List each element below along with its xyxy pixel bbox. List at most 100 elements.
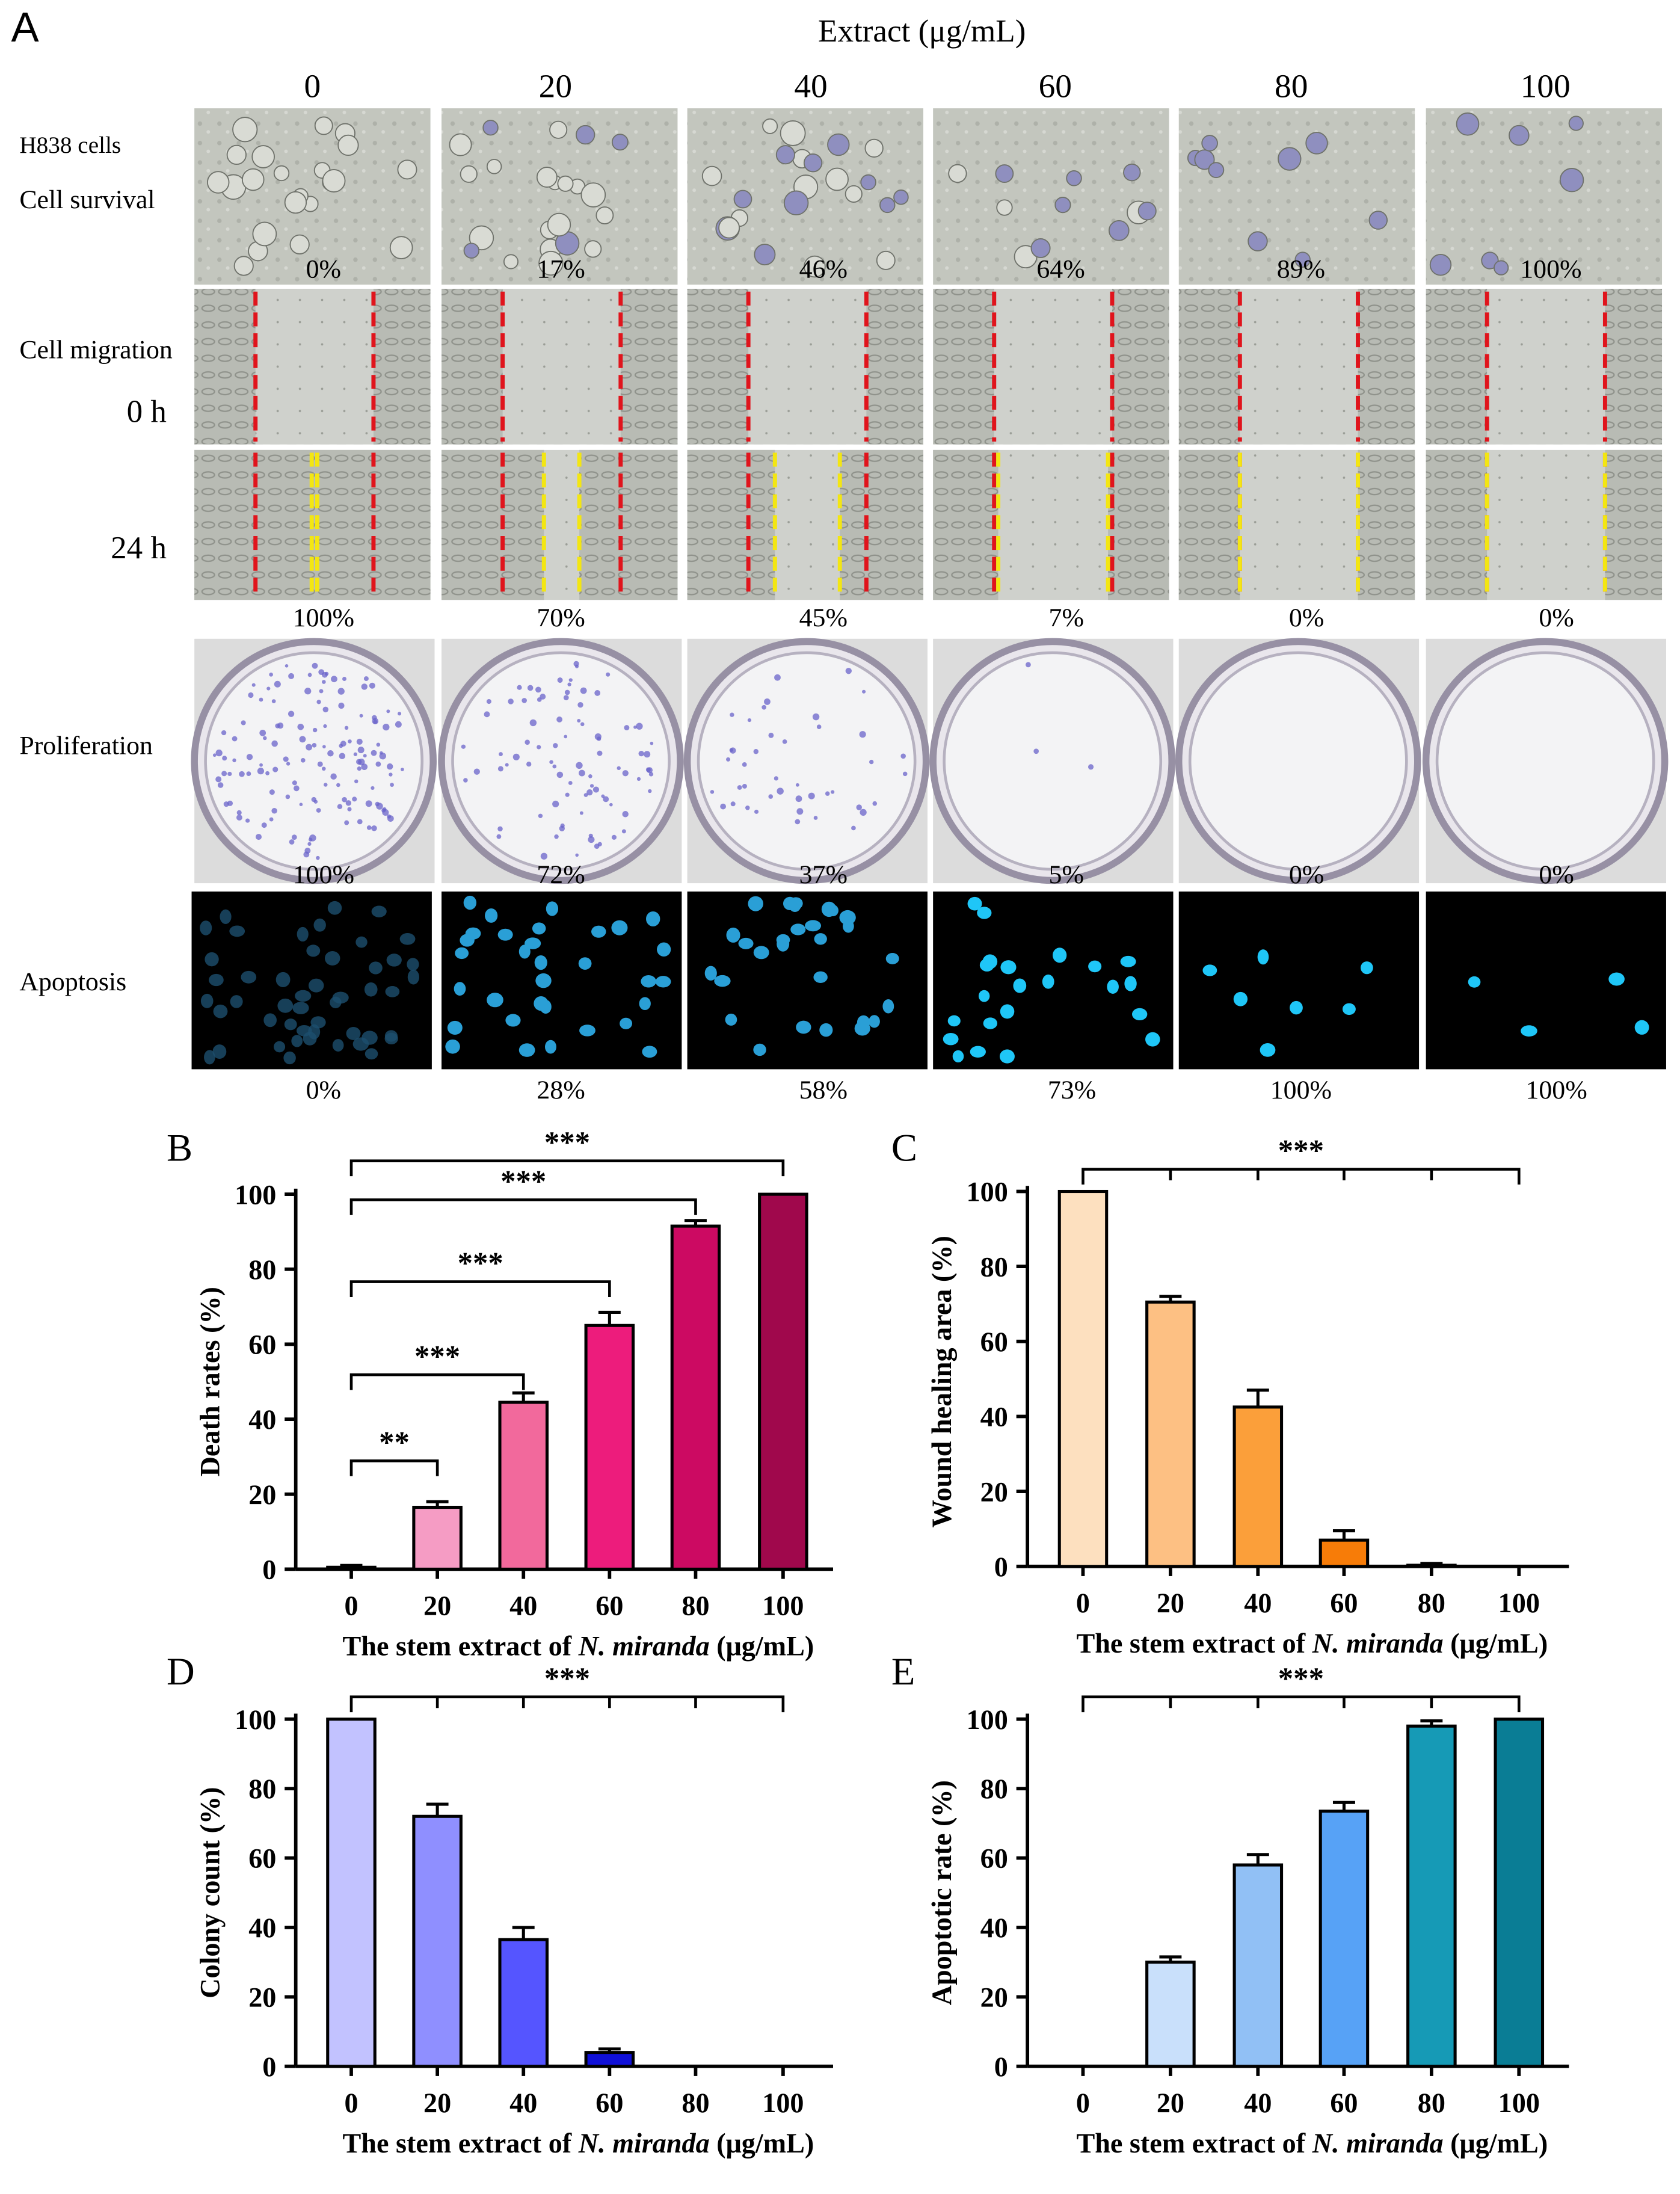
apoptosis-micrograph (933, 891, 1174, 1070)
colony-dot (568, 781, 573, 785)
migrated-sheet-left (933, 449, 998, 600)
colony-dot (274, 680, 281, 688)
colony-dot (576, 762, 583, 769)
colony-dot (324, 783, 328, 787)
colony-dot (291, 834, 297, 840)
nucleus (291, 1035, 303, 1047)
nucleus (970, 1046, 986, 1058)
nucleus (639, 997, 651, 1011)
colony-dot (564, 689, 570, 695)
chart-E: E 0 20 40 60 80 100 0 20 40 60 80 100 *** Apoptotic ra… (891, 1650, 1569, 2159)
colony-dot (395, 721, 402, 728)
colony-dot (342, 797, 347, 803)
proliferation-percent: 0% (1539, 860, 1574, 889)
colony-dot (217, 782, 224, 788)
colony-dot (560, 823, 565, 828)
cell-shape (322, 169, 346, 193)
nucleus (952, 1050, 964, 1062)
apoptosis-micrograph (191, 891, 432, 1070)
apoptosis-image-bg (1426, 891, 1666, 1070)
apoptosis-percent: 28% (537, 1076, 585, 1105)
x-tick-label: 20 (423, 2088, 451, 2118)
bar (1145, 1961, 1196, 2068)
colony-dot (737, 785, 742, 790)
nucleus (200, 993, 214, 1008)
row-label-apoptosis: Apoptosis (19, 967, 126, 996)
nucleus (204, 1050, 215, 1065)
colony-dot (552, 800, 559, 808)
colony-dot (352, 797, 357, 802)
cell-shape (718, 217, 740, 239)
nucleus (753, 1043, 766, 1056)
migration-percent: 70% (537, 603, 585, 632)
significance-label: *** (544, 1126, 590, 1159)
colony-dot (340, 741, 346, 747)
nucleus (738, 937, 754, 949)
colony-dot (825, 791, 830, 796)
colony-dot (345, 800, 352, 806)
x-tick-label: 40 (509, 2088, 537, 2118)
significance-bracket (349, 1695, 785, 1713)
survival-image-bg (1426, 108, 1663, 285)
cell-shape (284, 191, 307, 214)
nucleus (535, 973, 552, 988)
cell-shape (536, 167, 558, 188)
x-tick-label: 100 (762, 1591, 804, 1621)
nucleus (386, 954, 402, 967)
colony-dot (851, 825, 856, 831)
colony-dot (283, 756, 289, 762)
colony-dot (782, 739, 787, 744)
nucleus (657, 942, 671, 957)
bar (498, 1938, 549, 2068)
colony-dot (552, 764, 557, 769)
colony-dot (588, 836, 595, 843)
cell-shape (783, 190, 809, 216)
nucleus (308, 978, 324, 993)
colony-dot (236, 810, 242, 815)
nucleus (1468, 976, 1481, 988)
colony-dot (359, 713, 363, 718)
colony-dot (227, 771, 232, 777)
nucleus (1233, 991, 1248, 1006)
bar (670, 1224, 721, 1571)
migrated-sheet-left (1426, 449, 1488, 600)
colony-dot (312, 727, 318, 733)
bar (1494, 1718, 1545, 2068)
x-tick-label: 80 (1418, 1588, 1445, 1618)
colony-dot (583, 793, 588, 797)
x-axis-label-unit: (μg/mL) (1444, 2128, 1548, 2159)
colony-dot (354, 779, 358, 784)
colony-dot (563, 695, 569, 701)
colony-dot (473, 768, 480, 775)
nucleus (455, 947, 469, 960)
x-tick-label: 0 (344, 2088, 358, 2118)
significance-label: *** (414, 1339, 460, 1373)
dish-well (451, 651, 671, 871)
nucleus (385, 986, 400, 997)
colony-dot (307, 673, 312, 677)
nucleus (620, 1017, 633, 1029)
survival-micrograph (194, 108, 431, 285)
nucleus (1124, 976, 1137, 991)
nucleus (518, 1043, 535, 1057)
bar (1318, 1538, 1370, 1568)
survival-micrograph (442, 108, 678, 285)
colony-dot (380, 751, 383, 755)
colony-dot (348, 739, 352, 744)
nucleus (445, 1039, 460, 1054)
survival-percent: 89% (1277, 255, 1325, 284)
colony-dot (232, 736, 238, 742)
significance-bracket (1082, 1168, 1521, 1185)
cell-shape (503, 254, 519, 270)
nucleus (777, 936, 790, 952)
colony-dot (831, 790, 835, 794)
cell-shape (206, 171, 230, 194)
cell-shape (827, 133, 850, 156)
significance-bracket (349, 1280, 611, 1297)
cell-shape (397, 159, 417, 180)
x-tick-label: 0 (344, 1591, 358, 1621)
migration-24h-micrograph (194, 449, 431, 600)
y-tick-label: 100 (235, 1179, 276, 1210)
cell-shape (595, 206, 614, 224)
